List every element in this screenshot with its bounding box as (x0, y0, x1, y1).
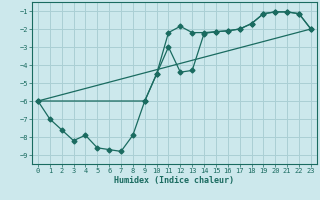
X-axis label: Humidex (Indice chaleur): Humidex (Indice chaleur) (115, 176, 234, 185)
